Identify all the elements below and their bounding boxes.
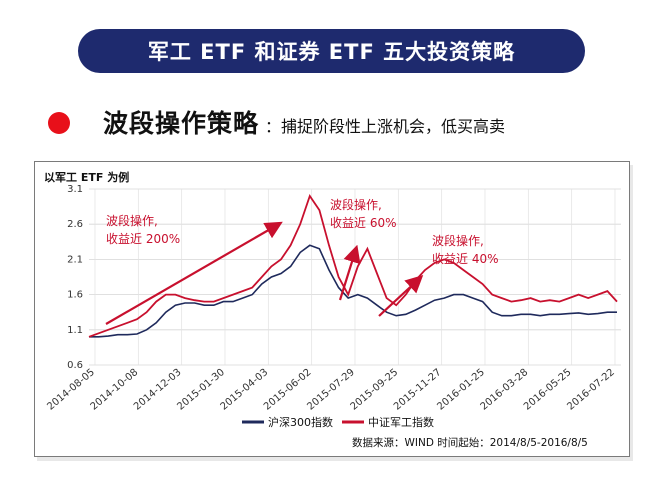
series-line-military [88,194,618,338]
legend-label-hs300: 沪深300指数 [268,415,333,429]
y-tick-label: 3.1 [67,184,83,195]
annotation-1-line1: 波段操作, [106,213,158,228]
legend-label-military: 中证军工指数 [368,415,434,429]
y-tick-label: 2.1 [67,254,83,265]
x-tick-label: 2016-07-22 [565,367,617,413]
strategy-description: ：捕捉阶段性上涨机会，低买高卖 [265,117,506,136]
annotation-1-line2: 收益近 200% [106,232,180,246]
series-line-hs300 [89,244,617,338]
banner-title: 军工 ETF 和证券 ETF 五大投资策略 [78,29,585,73]
annotation-3-line1: 波段操作, [432,233,484,248]
arrow-wave-1 [105,221,283,325]
annotation-3: 波段操作, 收益近 40% [432,233,499,266]
arrow-wave-2 [338,244,361,301]
y-tick-label: 1.6 [67,290,83,301]
annotation-2: 波段操作, 收益近 60% [330,197,397,230]
strategy-name: 波段操作策略 [103,109,260,138]
annotation-2-line2: 收益近 60% [330,216,397,230]
y-tick-label: 2.6 [67,219,83,230]
x-axis-ticks: 2014-08-052014-10-082014-12-032015-01-30… [45,367,617,413]
y-tick-label: 1.1 [67,325,83,336]
annotation-1: 波段操作, 收益近 200% [106,213,180,246]
arrow-wave-3 [378,275,424,317]
chart: 以军工 ETF 为例 0.6 1.1 1.6 2.1 2.6 3.1 2014-08-05… [44,170,621,449]
y-axis-ticks: 0.6 1.1 1.6 2.1 2.6 3.1 [67,184,83,371]
annotation-3-line2: 收益近 40% [432,252,499,266]
legend: 沪深300指数 中证军工指数 [242,415,434,429]
strategy-heading: 波段操作策略 ：捕捉阶段性上涨机会，低买高卖 [103,104,505,144]
chart-subtitle: 以军工 ETF 为例 [44,170,129,184]
y-tick-label: 0.6 [67,360,83,371]
source-note: 数据来源：WIND 时间起始：2014/8/5-2016/8/5 [352,436,588,449]
annotation-2-line1: 波段操作, [330,197,382,212]
bullet-dot-icon [48,112,70,134]
